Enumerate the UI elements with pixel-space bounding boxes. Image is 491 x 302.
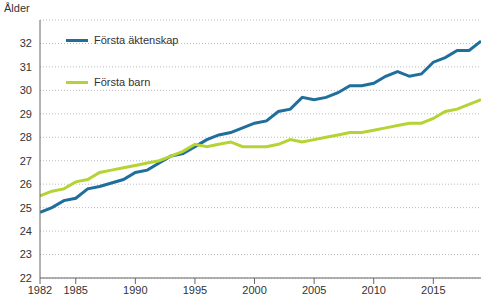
svg-text:2015: 2015 <box>421 284 445 296</box>
svg-text:28: 28 <box>20 131 32 143</box>
svg-text:22: 22 <box>20 272 32 284</box>
svg-text:31: 31 <box>20 61 32 73</box>
svg-text:1990: 1990 <box>123 284 147 296</box>
html-text:Första äktenskap: Första äktenskap <box>94 34 179 46</box>
svg-text:25: 25 <box>20 202 32 214</box>
html-text:Ålder: Ålder <box>4 2 30 14</box>
svg-text:27: 27 <box>20 155 32 167</box>
svg-text:2005: 2005 <box>302 284 326 296</box>
svg-text:24: 24 <box>20 225 32 237</box>
svg-text:26: 26 <box>20 178 32 190</box>
svg-text:1995: 1995 <box>183 284 207 296</box>
svg-text:1985: 1985 <box>64 284 88 296</box>
svg-text:2000: 2000 <box>242 284 266 296</box>
html-text:Första barn: Första barn <box>94 76 151 88</box>
svg-text:1982: 1982 <box>28 284 52 296</box>
svg-text:23: 23 <box>20 248 32 260</box>
svg-text:29: 29 <box>20 108 32 120</box>
svg-text:32: 32 <box>20 37 32 49</box>
svg-text:2010: 2010 <box>361 284 385 296</box>
svg-text:30: 30 <box>20 84 32 96</box>
